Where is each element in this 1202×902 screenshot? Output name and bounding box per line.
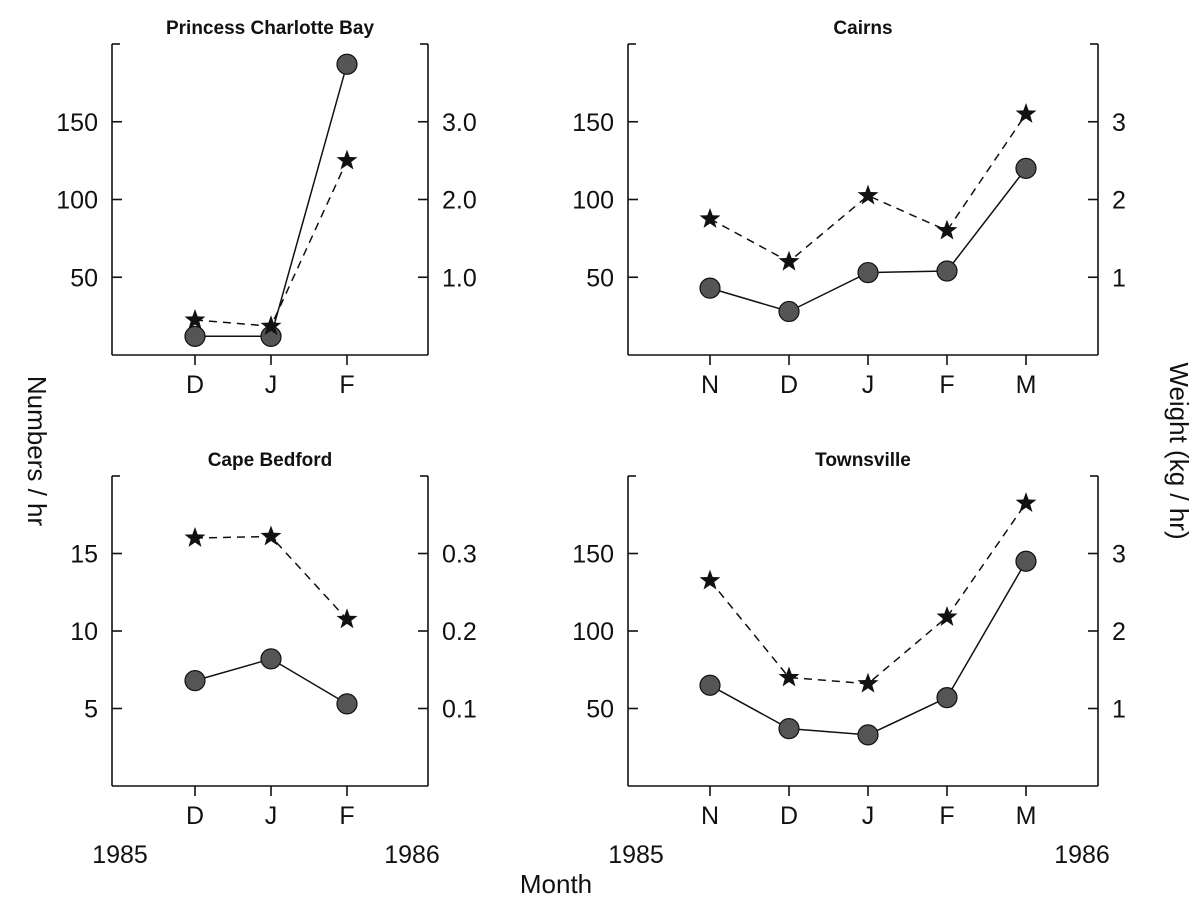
weight-data-point (260, 525, 282, 546)
weight-data-point (936, 606, 958, 626)
x-tick-label: F (939, 371, 954, 399)
y-right-tick-label: 3.0 (442, 109, 477, 137)
chart-panel-cairns: Cairns 50 100 150 1 2 3 N D J F M (572, 18, 1126, 399)
y-left-tick-label: 100 (572, 187, 614, 215)
y-right-tick-label: 2.0 (442, 187, 477, 215)
x-tick-label: N (701, 371, 719, 399)
y-right-tick-label: 0.3 (442, 541, 477, 569)
y-right-tick-label: 3 (1112, 541, 1126, 569)
y-left-tick-label: 150 (572, 109, 614, 137)
weight-data-point (260, 315, 282, 336)
y-right-tick-label: 2 (1112, 187, 1126, 215)
numbers-data-point (778, 718, 800, 740)
y-left-tick-label: 50 (586, 264, 614, 292)
chart-title: Princess Charlotte Bay (166, 18, 374, 39)
weight-data-point (936, 219, 958, 240)
weight-data-point (184, 309, 206, 329)
chart-panel-townsville: Townsville 50 100 150 1 2 3 N D J F M 1985 1986 (572, 450, 1126, 869)
numbers-series-line (709, 560, 1027, 736)
numbers-data-point (336, 693, 358, 715)
weight-series-line (194, 160, 348, 327)
y-left-tick-label: 5 (84, 696, 98, 724)
x-tick-label: M (1016, 371, 1037, 399)
weight-data-point (857, 184, 879, 205)
numbers-data-point (260, 648, 282, 670)
weight-data-point (857, 672, 879, 693)
weight-series-line (709, 113, 1027, 263)
y-left-tick-label: 150 (56, 109, 98, 137)
weight-data-point (778, 666, 800, 687)
x-tick-label: N (701, 802, 719, 830)
weight-data-point (184, 527, 206, 547)
y-right-tick-label: 1 (1112, 696, 1126, 724)
y-right-tick-label: 0.2 (442, 618, 477, 646)
numbers-data-point (336, 53, 358, 75)
numbers-data-point (184, 325, 206, 347)
x-tick-label: J (862, 371, 875, 399)
numbers-data-point (184, 669, 206, 692)
x-tick-label: J (862, 802, 875, 830)
numbers-series-line (195, 63, 348, 338)
y-left-tick-label: 15 (70, 541, 98, 569)
numbers-data-point (857, 261, 879, 284)
x-tick-label: F (939, 802, 954, 830)
y-left-tick-label: 100 (572, 618, 614, 646)
x-axis-title: Month (520, 869, 592, 899)
numbers-data-point (1015, 157, 1037, 179)
numbers-data-point (936, 260, 958, 282)
weight-data-point (778, 250, 800, 271)
x-tick-label: D (186, 371, 204, 399)
x-tick-label: J (265, 802, 278, 830)
y-left-tick-label: 150 (572, 541, 614, 569)
chart-panel-pcb: Princess Charlotte Bay 50 100 150 1.0 2.0 3.0 D… (56, 18, 476, 399)
y-left-tick-label: 50 (70, 264, 98, 292)
weight-series-line (709, 502, 1027, 685)
weight-series-line (194, 535, 348, 620)
x-tick-label: D (780, 371, 798, 399)
chart-panels: Princess Charlotte Bay501001501.02.03.0D… (56, 18, 1126, 869)
chart-title: Townsville (815, 450, 911, 471)
y-right-tick-label: 3 (1112, 109, 1126, 137)
y-right-tick-label: 2 (1112, 618, 1126, 646)
x-tick-label: J (265, 371, 278, 399)
weight-data-point (699, 207, 721, 228)
weight-data-point (1015, 492, 1037, 513)
year-label-start: 1985 (608, 841, 664, 869)
y-left-tick-label: 10 (70, 618, 98, 646)
year-label-end: 1986 (384, 841, 440, 869)
numbers-data-point (778, 300, 800, 323)
x-tick-label: F (339, 371, 354, 399)
y-left-tick-label: 50 (586, 696, 614, 724)
chart-title: Cape Bedford (208, 450, 333, 471)
numbers-data-point (936, 687, 958, 709)
x-tick-label: M (1016, 802, 1037, 830)
y-right-tick-label: 0.1 (442, 696, 477, 724)
year-label-start: 1985 (92, 841, 148, 869)
x-tick-label: D (780, 802, 798, 830)
numbers-data-point (699, 674, 721, 696)
numbers-data-point (857, 724, 879, 746)
y-left-tick-label: 100 (56, 187, 98, 215)
chart-title: Cairns (833, 18, 892, 39)
year-label-end: 1986 (1054, 841, 1110, 869)
weight-data-point (699, 569, 721, 590)
y-right-tick-label: 1 (1112, 264, 1126, 292)
y-right-axis-title: Weight (kg / hr) (1164, 362, 1194, 539)
numbers-data-point (1015, 550, 1037, 572)
y-left-axis-title: Numbers / hr (22, 376, 52, 527)
weight-data-point (336, 149, 358, 170)
chart-panel-cape-bedford: Cape Bedford 5 10 15 0.1 0.2 0.3 D J F 1985 1986 (70, 450, 477, 869)
numbers-data-point (699, 277, 721, 299)
weight-data-point (1015, 102, 1037, 123)
weight-data-point (336, 608, 358, 629)
x-tick-label: D (186, 802, 204, 830)
y-right-tick-label: 1.0 (442, 264, 477, 292)
x-tick-label: F (339, 802, 354, 830)
